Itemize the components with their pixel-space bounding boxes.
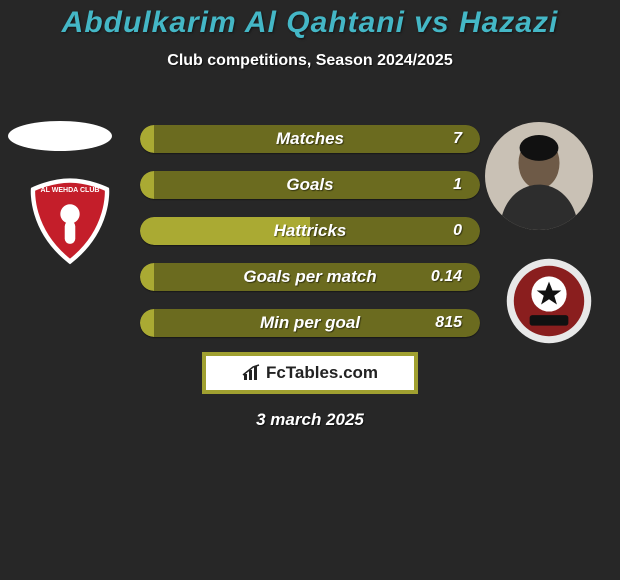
logo-text-bold: Fc	[266, 363, 286, 382]
site-logo: FcTables.com	[202, 352, 418, 394]
stat-bars: Matches 7 Goals 1 Hattricks 0 Goals per …	[140, 125, 480, 355]
date-text: 3 march 2025	[256, 410, 364, 430]
bar-value: 0	[453, 222, 462, 240]
bar-left	[140, 171, 154, 199]
stat-bar-hattricks: Hattricks 0	[140, 217, 480, 245]
bar-label: Goals	[286, 175, 333, 195]
stat-bar-min-per-goal: Min per goal 815	[140, 309, 480, 337]
page-title: Abdulkarim Al Qahtani vs Hazazi	[0, 0, 620, 40]
bar-label: Hattricks	[274, 221, 347, 241]
right-club-badge	[493, 257, 605, 345]
bar-value: 1	[453, 176, 462, 194]
bar-label: Min per goal	[260, 313, 360, 333]
right-player-avatar	[485, 122, 593, 230]
player-silhouette-icon	[485, 122, 593, 230]
bar-value: 815	[435, 314, 462, 332]
left-club-badge: AL WEHDA CLUB	[17, 177, 123, 265]
stat-bar-goals: Goals 1	[140, 171, 480, 199]
badge-text: AL WEHDA CLUB	[41, 187, 100, 194]
bar-left	[140, 125, 154, 153]
left-player-avatar	[8, 121, 112, 151]
shield-icon: AL WEHDA CLUB	[17, 177, 123, 265]
club-badge-icon	[493, 257, 605, 345]
bar-left	[140, 309, 154, 337]
stat-bar-matches: Matches 7	[140, 125, 480, 153]
logo-text: FcTables.com	[266, 363, 378, 383]
logo-text-rest: Tables.com	[286, 363, 378, 382]
barchart-icon	[242, 364, 264, 382]
bar-value: 7	[453, 130, 462, 148]
bar-label: Matches	[276, 129, 344, 149]
logo-inner: FcTables.com	[242, 363, 378, 383]
stat-bar-goals-per-match: Goals per match 0.14	[140, 263, 480, 291]
bar-label: Goals per match	[243, 267, 376, 287]
subtitle: Club competitions, Season 2024/2025	[0, 52, 620, 70]
bar-value: 0.14	[431, 268, 462, 286]
bar-left	[140, 263, 154, 291]
